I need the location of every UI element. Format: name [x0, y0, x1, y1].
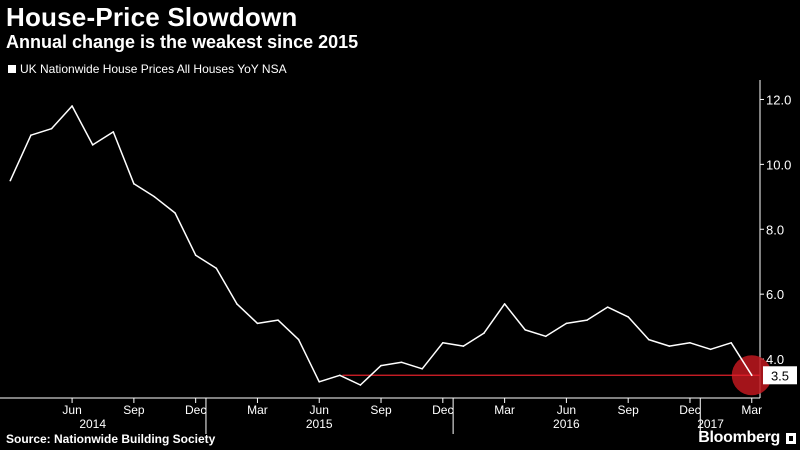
data-point — [133, 183, 135, 185]
data-point — [400, 361, 403, 364]
data-point — [9, 179, 12, 182]
data-point — [236, 303, 238, 305]
data-point — [112, 131, 115, 133]
data-point — [194, 254, 197, 257]
y-tick-label: 4.0 — [766, 352, 784, 367]
chart-subtitle: Annual change is the weakest since 2015 — [6, 32, 359, 52]
y-tick-label: 12.0 — [766, 92, 791, 107]
data-point — [215, 267, 218, 270]
data-point — [565, 322, 568, 325]
legend-label: UK Nationwide House Prices All Houses Yo… — [20, 62, 287, 76]
x-tick-label: Mar — [741, 403, 762, 417]
data-point — [503, 303, 506, 305]
x-tick-label: Dec — [679, 403, 700, 417]
y-tick-label: 8.0 — [766, 222, 784, 237]
legend-swatch — [8, 65, 16, 73]
data-point — [750, 374, 753, 377]
chart-marks: 3.5 — [9, 105, 797, 396]
data-point — [462, 345, 465, 347]
data-point — [339, 374, 341, 377]
x-tick-label: Sep — [123, 403, 145, 417]
data-point — [586, 319, 588, 321]
last-value-label: 3.5 — [771, 368, 789, 383]
data-point — [71, 105, 73, 107]
data-point — [730, 342, 732, 344]
data-point — [606, 306, 609, 308]
data-point — [256, 322, 259, 325]
data-point — [689, 342, 691, 344]
data-point — [50, 127, 53, 130]
brand-mark-icon — [786, 433, 796, 444]
data-point — [668, 345, 671, 347]
data-point — [318, 380, 321, 383]
legend: UK Nationwide House Prices All Houses Yo… — [8, 62, 287, 76]
data-point — [524, 329, 527, 331]
x-tick-label: Dec — [185, 403, 206, 417]
data-point — [153, 196, 156, 198]
data-point — [442, 342, 444, 344]
data-point — [627, 316, 629, 318]
data-point — [277, 319, 279, 321]
year-label: 2017 — [697, 417, 724, 431]
x-tick-label: Jun — [62, 403, 81, 417]
year-label: 2016 — [553, 417, 580, 431]
x-tick-label: Sep — [370, 403, 392, 417]
y-tick-label: 6.0 — [766, 287, 784, 302]
data-point — [421, 367, 424, 370]
source-note: Source: Nationwide Building Society — [6, 432, 216, 446]
chart-title: House-Price Slowdown — [6, 2, 298, 32]
data-point — [30, 134, 32, 136]
last-value-box — [763, 366, 797, 385]
data-point — [359, 384, 362, 386]
data-point — [380, 364, 382, 367]
series-line — [9, 105, 753, 386]
data-point — [297, 338, 300, 341]
data-point — [544, 335, 547, 338]
year-label: 2015 — [306, 417, 333, 431]
data-point — [174, 212, 176, 214]
x-tick-label: Mar — [247, 403, 268, 417]
x-tick-label: Mar — [494, 403, 515, 417]
chart-axes: 4.0 6.0 8.0 10.0 12.0 Jun Sep Dec Mar Jun Sep Dec Ma… — [0, 80, 791, 434]
x-tick-label: Jun — [557, 403, 576, 417]
data-point — [483, 332, 485, 334]
year-label: 2014 — [79, 417, 106, 431]
x-tick-label: Jun — [310, 403, 329, 417]
x-tick-label: Sep — [618, 403, 640, 417]
brand-logo: Bloomberg — [698, 429, 780, 446]
x-tick-label: Dec — [432, 403, 453, 417]
y-tick-label: 10.0 — [766, 157, 791, 172]
data-point — [709, 348, 712, 351]
data-point — [647, 338, 650, 341]
data-point — [91, 144, 94, 146]
